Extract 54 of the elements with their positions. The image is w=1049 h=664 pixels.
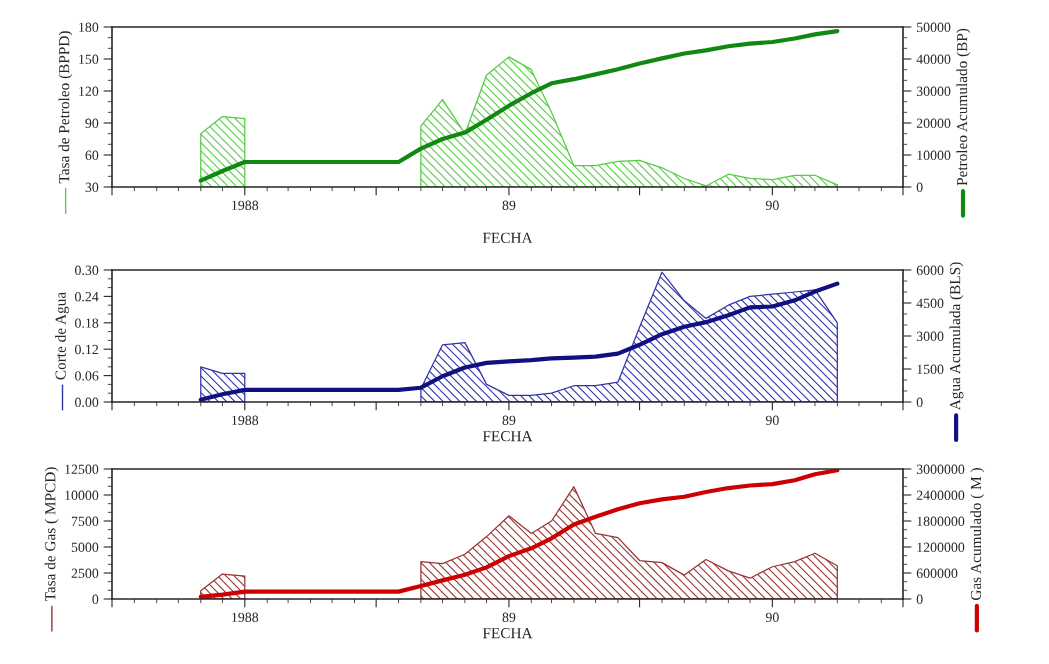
y-tick-label: 180 xyxy=(79,22,99,32)
x-tick-label: 90 xyxy=(765,612,779,622)
y2-tick-label: 1200000 xyxy=(917,542,965,552)
y-tick-label: 0.00 xyxy=(75,397,99,408)
y2-tick-label: 10000 xyxy=(917,150,951,160)
x-tick-label: 1988 xyxy=(232,612,259,622)
x-tick-label: 90 xyxy=(765,415,779,425)
y2-tick-label: 2400000 xyxy=(916,490,965,500)
x-tick-label: 89 xyxy=(502,200,516,210)
y-tick-label: 0.30 xyxy=(75,265,99,276)
y2-tick-label: 6000 xyxy=(916,265,944,275)
y-tick-label: 5000 xyxy=(71,542,99,552)
y2-tick-label: 0 xyxy=(916,594,923,604)
y2-tick-label: 0 xyxy=(916,182,923,192)
y-tick-label: 10000 xyxy=(65,490,99,500)
y2-tick-label: 1800000 xyxy=(917,516,965,526)
y2-tick-label: 40000 xyxy=(916,54,951,64)
y2-tick-label: 4500 xyxy=(916,298,944,308)
y2-tick-label: 50000 xyxy=(917,22,951,32)
y-axis-title: Tasa de Gas ( MPCD) xyxy=(44,467,59,602)
x-tick-label: 90 xyxy=(765,200,779,210)
y-tick-label: 0.24 xyxy=(75,291,99,302)
x-axis-title: FECHA xyxy=(482,431,533,442)
y-tick-label: 0.12 xyxy=(75,344,99,355)
y2-axis-title: Petroleo Acumulado (BP) xyxy=(956,28,971,186)
y-tick-label: 150 xyxy=(79,54,99,64)
y-tick-label: 0 xyxy=(92,594,99,604)
y2-tick-label: 3000000 xyxy=(916,464,965,474)
y-tick-label: 2500 xyxy=(71,568,99,578)
y2-tick-label: 3000 xyxy=(916,331,944,341)
y-axis-title: Tasa de Petroleo (BPPD) xyxy=(58,31,73,184)
y-tick-label: 0.18 xyxy=(75,318,99,328)
y-tick-label: 60 xyxy=(85,150,99,160)
y-tick-label: 0.06 xyxy=(75,371,99,381)
y2-tick-label: 30000 xyxy=(916,86,951,96)
y-tick-label: 90 xyxy=(85,118,99,128)
y2-axis-title: Gas Acumulado ( M ) xyxy=(970,468,985,600)
y2-tick-label: 20000 xyxy=(916,118,951,128)
y2-tick-label: 600000 xyxy=(916,568,958,578)
y-tick-label: 30 xyxy=(85,182,99,192)
x-axis-title: FECHA xyxy=(482,232,533,243)
y-tick-label: 120 xyxy=(79,86,99,96)
x-tick-label: 1988 xyxy=(232,200,259,210)
x-axis-title: FECHA xyxy=(482,628,533,639)
y-tick-label: 7500 xyxy=(71,516,99,526)
y-axis-title: Corte de Agua xyxy=(55,292,69,380)
line-series xyxy=(198,29,840,183)
x-tick-label: 1988 xyxy=(232,415,259,425)
y2-axis-title: Agua Acumulada (BLS) xyxy=(949,262,964,411)
y2-tick-label: 1500 xyxy=(917,364,944,374)
x-tick-label: 89 xyxy=(502,612,516,622)
x-tick-label: 89 xyxy=(502,415,516,425)
y2-tick-label: 0 xyxy=(916,397,923,407)
y-tick-label: 12500 xyxy=(65,464,99,474)
